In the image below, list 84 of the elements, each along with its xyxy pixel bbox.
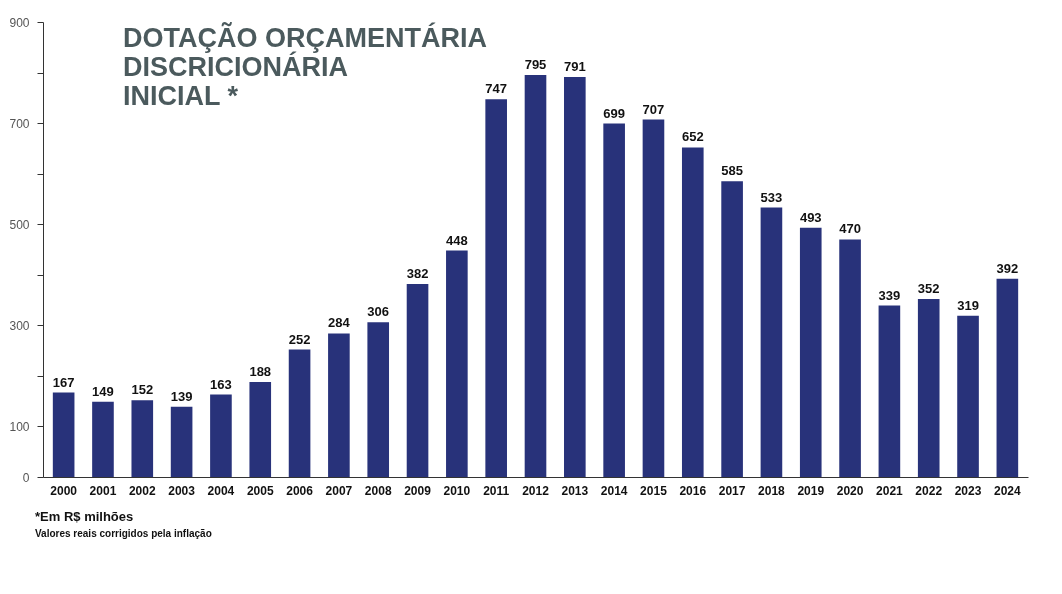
y-tick-label: 100 xyxy=(9,419,30,434)
data-label: 339 xyxy=(878,287,901,303)
data-label: 319 xyxy=(957,297,979,313)
bar xyxy=(917,299,940,477)
data-label: 382 xyxy=(406,265,429,281)
bar xyxy=(839,239,861,477)
data-label: 493 xyxy=(799,209,822,225)
data-label: 747 xyxy=(485,81,508,97)
y-tick-label: 0 xyxy=(22,470,30,485)
data-label: 149 xyxy=(92,383,114,399)
x-tick-label: 2002 xyxy=(128,483,156,498)
bar xyxy=(170,406,193,477)
x-tick-label: 2021 xyxy=(876,483,904,498)
x-tick-label: 2010 xyxy=(443,483,471,498)
data-label: 533 xyxy=(760,189,783,205)
x-tick-label: 2017 xyxy=(718,483,746,498)
x-tick-label: 2014 xyxy=(600,483,628,498)
data-label: 306 xyxy=(367,304,390,320)
data-label: 707 xyxy=(642,101,665,117)
data-label: 795 xyxy=(524,57,547,73)
data-label: 585 xyxy=(721,163,743,179)
text: DOTAÇÃO ORÇAMENTÁRIA DISCRICIONÁRIA INICIAL * xyxy=(123,22,487,111)
data-label: 448 xyxy=(446,232,468,248)
bar xyxy=(799,227,822,477)
data-label: 652 xyxy=(681,129,704,145)
bar xyxy=(760,207,783,477)
x-tick-label: 2007 xyxy=(325,483,353,498)
data-label: 163 xyxy=(210,376,232,392)
bar xyxy=(249,381,272,477)
x-tick-label: 2015 xyxy=(640,483,668,498)
bar xyxy=(131,400,154,477)
x-tick-label: 2018 xyxy=(758,483,786,498)
data-label: 188 xyxy=(249,363,272,379)
x-tick-label: 2016 xyxy=(679,483,707,498)
y-tick-label: 700 xyxy=(9,116,30,131)
data-label: 352 xyxy=(917,281,940,297)
bar xyxy=(524,75,547,477)
x-tick-label: 2008 xyxy=(364,483,392,498)
x-tick-label: 2000 xyxy=(50,483,78,498)
data-label: 139 xyxy=(170,388,193,404)
y-tick-label: 500 xyxy=(9,217,30,232)
x-tick-label: 2019 xyxy=(797,483,825,498)
data-label: 152 xyxy=(131,382,154,398)
bar xyxy=(996,278,1019,477)
data-label: 791 xyxy=(563,59,586,75)
x-tick-label: 2022 xyxy=(915,483,943,498)
bar xyxy=(642,119,665,477)
x-tick-label: 2006 xyxy=(286,483,314,498)
bar xyxy=(52,392,75,477)
data-label: 699 xyxy=(603,105,625,121)
y-tick-label: 900 xyxy=(9,15,30,30)
y-tick-label: 300 xyxy=(9,318,30,333)
data-label: 284 xyxy=(328,315,351,331)
x-tick-label: 2012 xyxy=(522,483,550,498)
text: Valores reais corrigidos pela inflação xyxy=(35,528,212,539)
bar xyxy=(681,147,704,477)
data-label: 167 xyxy=(52,374,75,390)
x-tick-label: 2011 xyxy=(483,483,510,498)
bar xyxy=(721,181,743,477)
data-label: 392 xyxy=(996,260,1019,276)
x-tick-label: 2009 xyxy=(404,483,432,498)
bar xyxy=(564,77,586,477)
data-label: 252 xyxy=(288,331,311,347)
bar xyxy=(328,333,350,477)
bar xyxy=(288,349,311,477)
x-tick-label: 2020 xyxy=(836,483,864,498)
x-tick-label: 2001 xyxy=(89,483,117,498)
bar xyxy=(878,305,901,477)
bar xyxy=(406,283,429,477)
x-tick-label: 2005 xyxy=(246,483,274,498)
bar xyxy=(210,394,232,477)
x-tick-label: 2023 xyxy=(954,483,982,498)
x-tick-label: 2003 xyxy=(168,483,196,498)
x-tick-label: 2004 xyxy=(207,483,235,498)
x-tick-label: 2024 xyxy=(994,483,1022,498)
bar xyxy=(957,315,979,477)
text: *Em R$ milhões xyxy=(35,509,134,524)
bar xyxy=(603,123,625,477)
bar xyxy=(367,322,390,477)
x-tick-label: 2013 xyxy=(561,483,589,498)
bar xyxy=(485,99,507,477)
bar xyxy=(446,250,468,477)
bar xyxy=(92,401,114,477)
data-label: 470 xyxy=(839,221,861,237)
